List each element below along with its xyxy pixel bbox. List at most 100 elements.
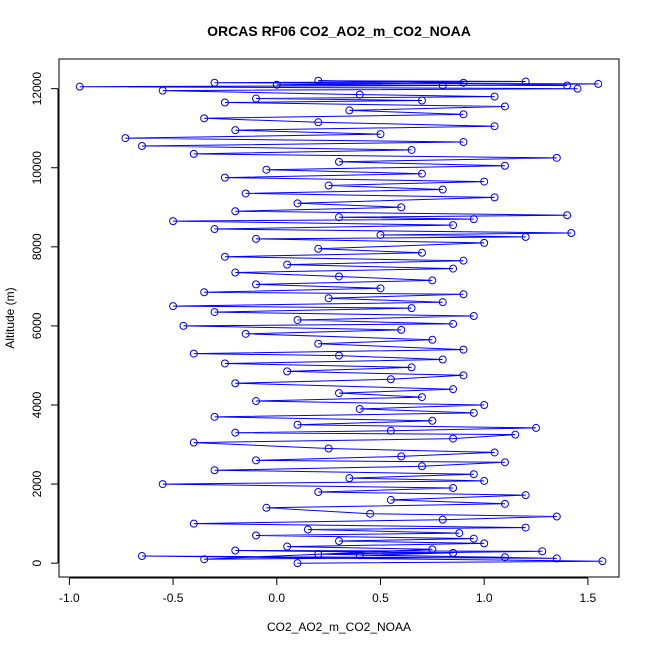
data-point xyxy=(469,534,478,543)
y-tick-label: 12000 xyxy=(30,72,44,106)
data-point xyxy=(407,363,416,372)
data-point xyxy=(324,181,333,190)
data-point xyxy=(459,110,468,119)
data-point xyxy=(438,185,447,194)
data-point xyxy=(376,230,385,239)
data-point xyxy=(231,126,240,135)
y-tick-label: 6000 xyxy=(30,312,44,339)
data-point xyxy=(314,118,323,127)
data-point xyxy=(417,169,426,178)
plot-frame xyxy=(58,58,620,578)
data-point xyxy=(335,213,343,222)
series-group xyxy=(75,76,607,568)
x-axis-label: CO2_AO2_m_CO2_NOAA xyxy=(267,620,411,634)
data-point xyxy=(480,476,489,485)
data-point xyxy=(511,430,520,439)
data-point xyxy=(459,78,468,87)
data-point xyxy=(417,462,426,471)
data-point xyxy=(469,312,478,321)
y-tick-label: 8000 xyxy=(30,233,44,260)
chart-title: ORCAS RF06 CO2_AO2_m_CO2_NOAA xyxy=(207,23,471,39)
data-point xyxy=(459,371,468,380)
data-point xyxy=(449,319,458,328)
data-point xyxy=(438,355,447,364)
data-point xyxy=(345,106,354,115)
data-point xyxy=(252,234,261,243)
data-point xyxy=(449,264,458,273)
data-point xyxy=(532,423,541,432)
data-point xyxy=(241,329,250,338)
data-point xyxy=(386,426,395,435)
data-point xyxy=(272,80,281,89)
data-point xyxy=(210,466,219,475)
data-point xyxy=(552,554,561,563)
series-line xyxy=(79,80,603,564)
y-tick-label: 4000 xyxy=(30,391,44,418)
data-point xyxy=(335,157,343,166)
y-axis: 0 2000 4000 6000 8000 10000 12000 xyxy=(30,72,59,567)
data-point xyxy=(189,519,198,528)
data-point xyxy=(594,79,603,88)
data-point xyxy=(376,130,385,139)
data-point xyxy=(490,122,499,131)
data-point xyxy=(169,217,178,226)
data-point xyxy=(438,298,447,307)
data-point xyxy=(200,555,209,564)
data-point xyxy=(314,244,323,253)
data-point xyxy=(449,434,458,443)
data-point xyxy=(335,272,343,281)
x-tick-label: -0.5 xyxy=(163,591,184,605)
data-point xyxy=(428,545,437,554)
data-point xyxy=(293,315,302,324)
data-point xyxy=(469,408,478,417)
data-point xyxy=(200,114,209,123)
data-point xyxy=(200,288,209,297)
data-point xyxy=(283,260,292,269)
data-point xyxy=(335,537,343,546)
data-point xyxy=(490,193,499,202)
data-point xyxy=(459,138,468,147)
data-point xyxy=(121,134,130,143)
data-point xyxy=(293,559,302,568)
data-point xyxy=(500,499,509,508)
data-point xyxy=(407,304,416,313)
data-point xyxy=(335,351,343,360)
data-point xyxy=(241,189,250,198)
data-point xyxy=(335,389,343,398)
data-point xyxy=(231,379,240,388)
data-point xyxy=(397,325,406,334)
data-point xyxy=(417,96,426,105)
data-point xyxy=(455,529,464,538)
data-point xyxy=(345,474,354,483)
data-point xyxy=(262,165,271,174)
data-point xyxy=(449,221,458,230)
data-point xyxy=(158,480,167,489)
data-point xyxy=(438,81,447,90)
data-point xyxy=(314,487,323,496)
data-point xyxy=(220,173,229,182)
data-point xyxy=(573,84,582,93)
data-point xyxy=(417,248,426,257)
data-point xyxy=(252,280,261,289)
data-point xyxy=(355,404,364,413)
data-point xyxy=(552,153,561,162)
data-point xyxy=(179,321,188,330)
data-point xyxy=(314,76,323,85)
data-point xyxy=(293,420,302,429)
data-point xyxy=(210,308,219,317)
data-point xyxy=(459,290,468,299)
data-point xyxy=(567,228,576,237)
data-point xyxy=(386,495,395,504)
x-axis: -1.0 -0.5 0.0 0.5 1.0 1.5 xyxy=(59,577,597,605)
y-axis-label: Altitude (m) xyxy=(3,287,17,348)
x-tick-label: 1.0 xyxy=(476,591,493,605)
data-point xyxy=(386,375,395,384)
data-point xyxy=(469,470,478,479)
data-point xyxy=(438,515,447,524)
data-point xyxy=(417,393,426,402)
data-point xyxy=(210,78,219,87)
data-point xyxy=(293,199,302,208)
data-point xyxy=(469,215,478,224)
data-point xyxy=(252,94,261,103)
